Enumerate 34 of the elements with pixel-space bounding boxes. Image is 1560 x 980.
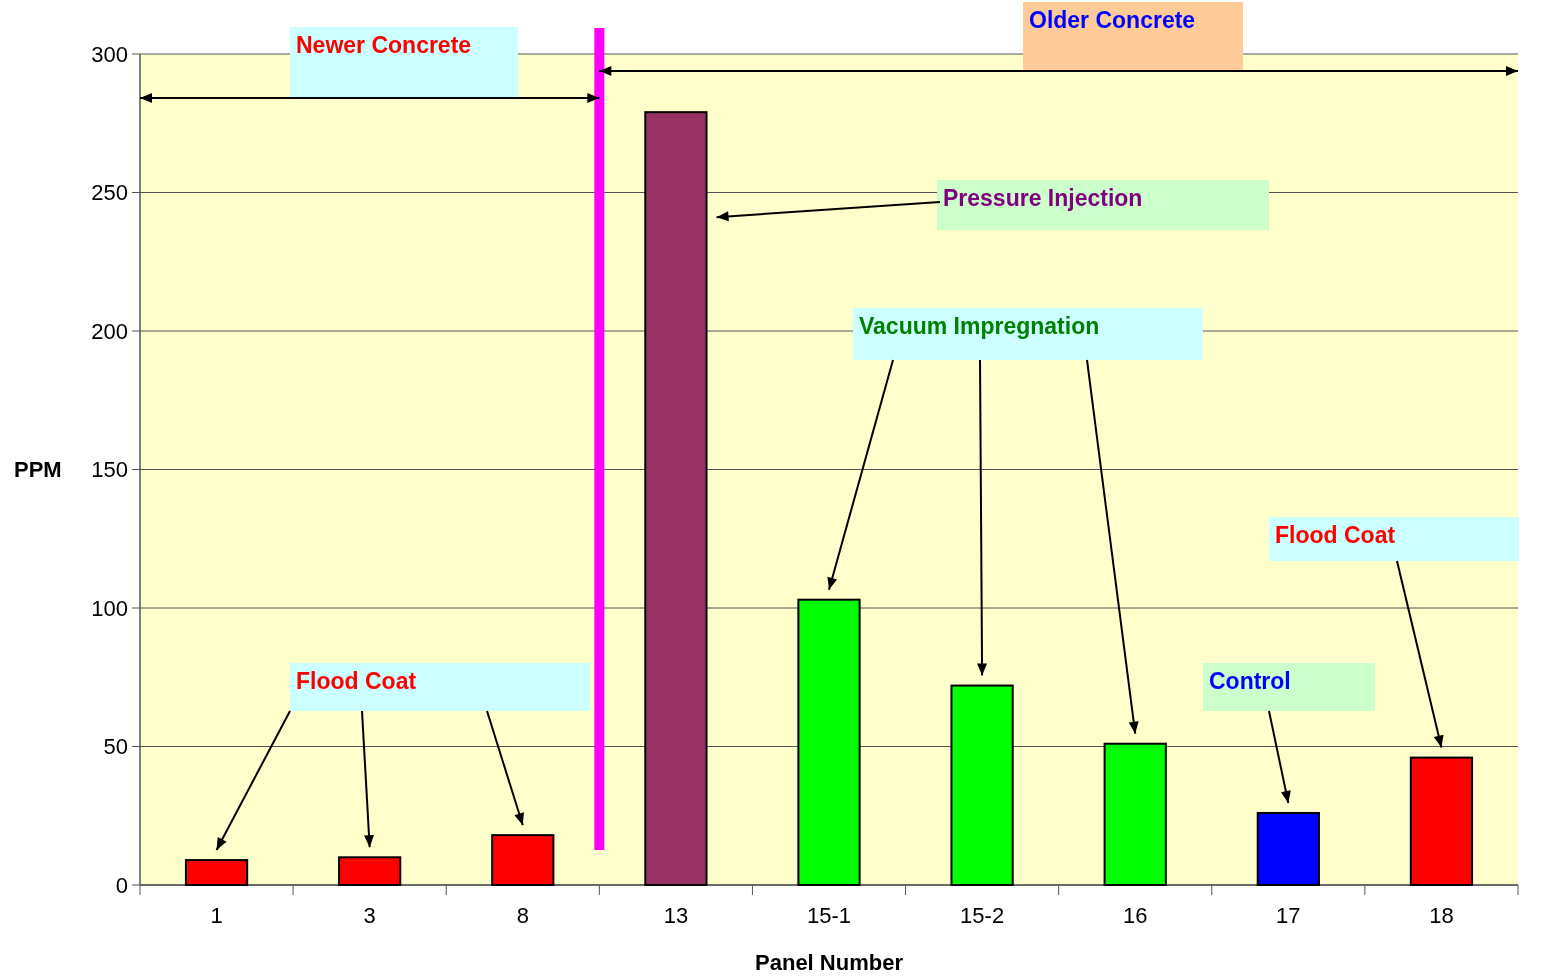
y-tick-label: 100 bbox=[91, 595, 128, 621]
annotation: Flood Coat bbox=[296, 668, 417, 694]
y-tick-label: 50 bbox=[103, 734, 128, 760]
y-tick-label: 0 bbox=[115, 872, 128, 898]
y-tick-label: 300 bbox=[91, 41, 128, 67]
x-tick-label: 17 bbox=[1276, 903, 1301, 928]
annotation: Newer Concrete bbox=[296, 32, 472, 58]
bar bbox=[184, 859, 249, 886]
bar bbox=[1409, 756, 1474, 886]
x-tick-label: 18 bbox=[1429, 903, 1454, 928]
bar bbox=[950, 684, 1014, 886]
y-tick-label: 150 bbox=[91, 457, 128, 483]
annotation: Flood Coat bbox=[1275, 522, 1396, 548]
bar bbox=[1256, 811, 1320, 886]
x-tick-label: 3 bbox=[363, 903, 376, 928]
x-tick-label: 1 bbox=[210, 903, 223, 928]
bar bbox=[491, 834, 555, 886]
bar bbox=[338, 856, 402, 886]
y-tick-label: 250 bbox=[91, 180, 128, 206]
y-axis-title: PPM bbox=[14, 457, 62, 483]
bar bbox=[1103, 742, 1167, 886]
y-tick-label: 200 bbox=[91, 318, 128, 344]
x-tick-label: 13 bbox=[663, 903, 689, 928]
annotation: Control bbox=[1209, 668, 1291, 694]
annotation: Pressure Injection bbox=[943, 185, 1143, 211]
x-tick-label: 16 bbox=[1122, 903, 1148, 928]
annotation: Vacuum Impregnation bbox=[859, 313, 1100, 339]
x-axis-title: Panel Number bbox=[755, 950, 904, 975]
x-tick-label: 8 bbox=[516, 903, 529, 928]
text: Older Concrete bbox=[1029, 7, 1196, 33]
x-tick-label: 15-1 bbox=[806, 903, 852, 928]
x-tick-label: 15-2 bbox=[960, 903, 1005, 928]
bar bbox=[644, 111, 708, 886]
bar bbox=[797, 598, 861, 886]
